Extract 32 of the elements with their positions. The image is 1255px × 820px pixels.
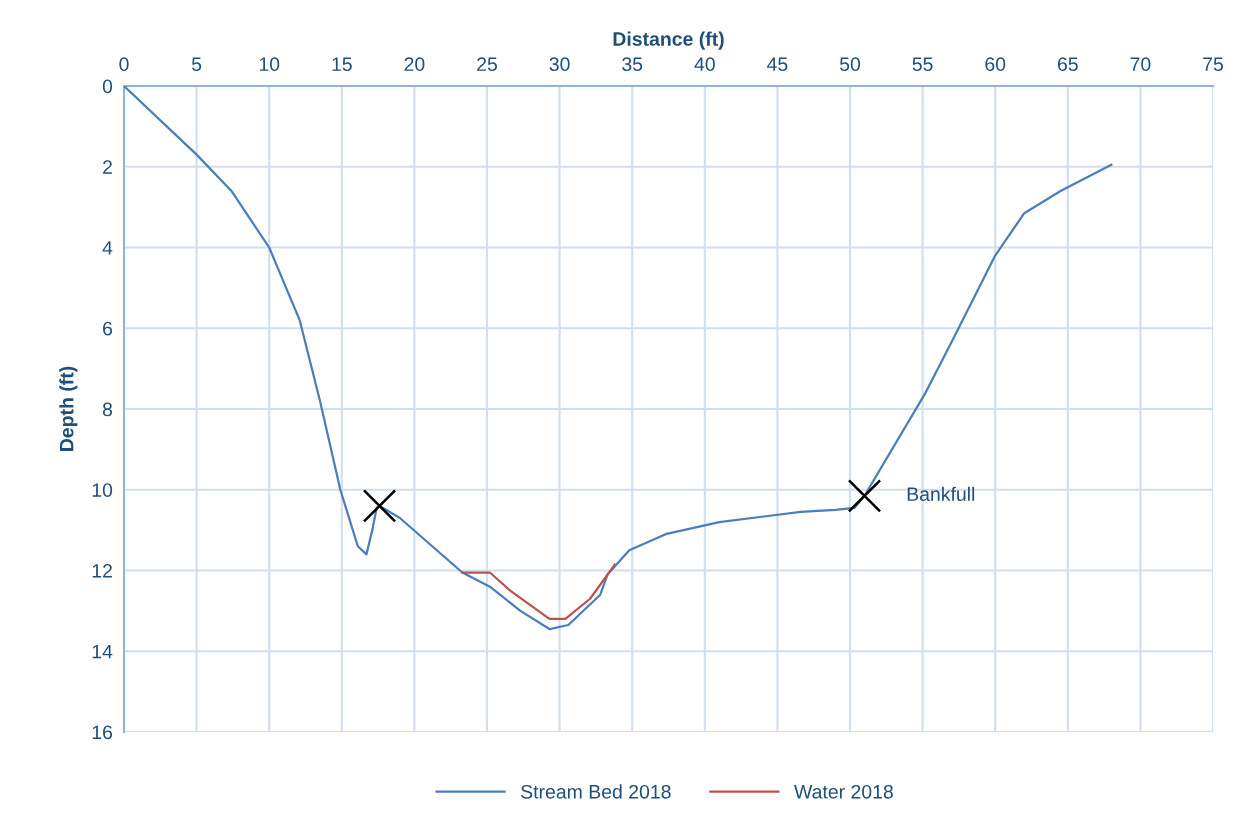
x-tick-label: 5: [191, 57, 202, 72]
x-tick-label: 45: [767, 57, 788, 72]
x-tick-label: 20: [404, 57, 425, 72]
x-tick-label: 35: [622, 57, 643, 72]
line-series: [461, 563, 616, 621]
y-tick-label: 8: [102, 402, 113, 417]
x-tick-label: 0: [119, 57, 129, 72]
y-tick-label: 12: [92, 563, 112, 578]
y-tick-label: 6: [103, 321, 113, 336]
y-tick-label: 14: [92, 644, 113, 659]
x-tick-label: 65: [1057, 57, 1078, 72]
x-axis-title: Distance (ft): [613, 31, 724, 50]
y-axis-title: Depth (ft): [59, 366, 78, 451]
y-tick-label: 4: [102, 241, 113, 255]
x-tick-label: 25: [477, 57, 497, 72]
y-tick-label: 0: [102, 79, 113, 94]
x-tick-label: 50: [839, 57, 861, 72]
x-tick-label: 75: [1203, 57, 1223, 72]
x-tick-label: 10: [259, 57, 280, 72]
x-tick-label: 30: [549, 57, 570, 72]
legend-label: Water 2018: [794, 784, 893, 799]
x-tick-label: 55: [912, 57, 933, 72]
x-tick-label: 60: [985, 57, 1006, 72]
y-tick-label: 2: [103, 160, 112, 174]
legend-label: Stream Bed 2018: [521, 784, 671, 799]
x-tick-label: 70: [1130, 57, 1151, 72]
x-tick-label: 40: [694, 57, 715, 72]
y-tick-label: 10: [92, 483, 113, 497]
y-tick-label: 16: [92, 725, 113, 740]
annotation: Bankfull: [907, 486, 975, 502]
line-series: [124, 86, 1113, 631]
x-tick-label: 15: [332, 57, 352, 72]
